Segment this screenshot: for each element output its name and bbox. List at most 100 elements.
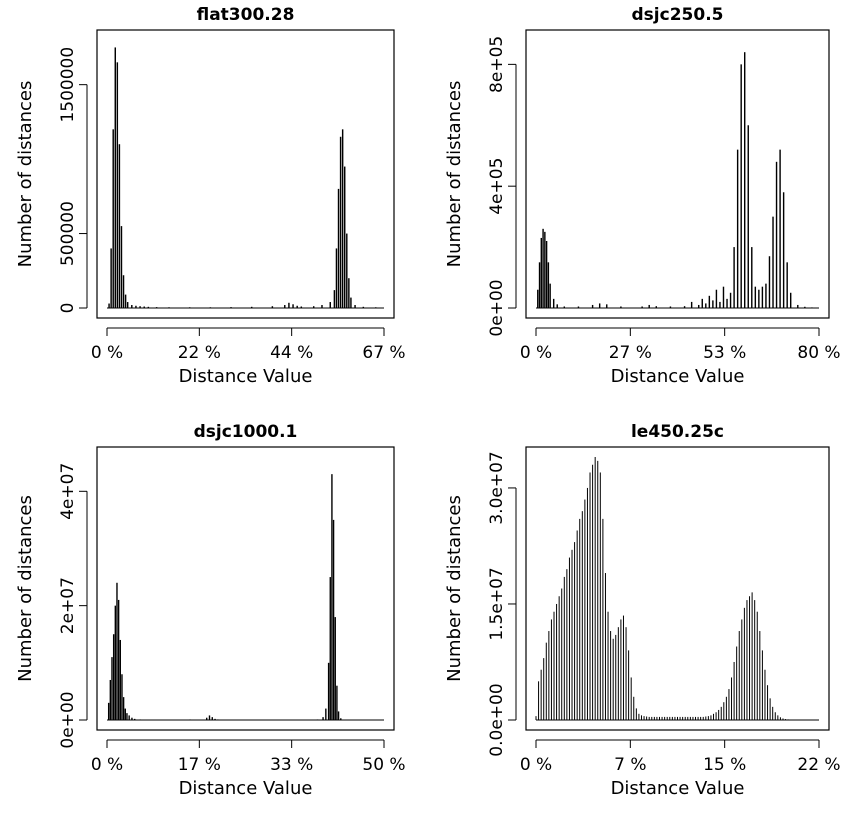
bar <box>109 679 112 720</box>
bar <box>558 596 560 720</box>
bar <box>540 669 542 720</box>
x-tick-label: 44 % <box>270 343 313 363</box>
bar <box>677 716 678 720</box>
bar <box>764 669 766 720</box>
bar <box>124 294 127 308</box>
bar <box>738 631 740 720</box>
x-tick-label: 53 % <box>703 343 746 363</box>
chart-title: dsjc1000.1 <box>194 422 298 442</box>
bar <box>540 237 543 308</box>
bar <box>350 297 352 308</box>
x-axis-label: Distance Value <box>179 366 313 387</box>
bar <box>579 518 581 720</box>
bar <box>702 716 704 720</box>
bar <box>155 307 158 308</box>
y-tick-label: 1500000 <box>58 47 78 123</box>
x-tick-label: 0 % <box>520 755 552 775</box>
bar <box>669 306 672 308</box>
x-tick-label: 33 % <box>270 755 313 775</box>
x-tick-label: 80 % <box>797 343 840 363</box>
bar <box>161 719 164 721</box>
bar <box>134 718 136 720</box>
bar <box>689 716 691 720</box>
bar <box>772 706 774 720</box>
bar <box>337 711 340 720</box>
bar <box>305 719 308 721</box>
bar <box>707 716 709 720</box>
bar <box>718 709 720 720</box>
bar <box>118 144 121 308</box>
y-tick-label: 3.0e+07 <box>487 451 507 524</box>
bar <box>538 681 540 720</box>
bar <box>339 136 342 308</box>
y-tick-label: 0 <box>58 303 78 314</box>
bar <box>695 716 697 720</box>
bar <box>122 697 125 720</box>
plot-frame <box>525 29 830 319</box>
bar <box>271 306 274 308</box>
bar <box>658 716 660 720</box>
bar <box>333 290 336 308</box>
bar <box>744 52 746 309</box>
bar <box>336 685 338 720</box>
bar <box>725 696 727 720</box>
bar <box>779 149 781 308</box>
bar <box>556 304 558 308</box>
bar <box>792 719 794 721</box>
bar <box>139 719 141 720</box>
bar <box>228 719 230 721</box>
bar <box>552 298 555 308</box>
bar <box>128 715 130 720</box>
bar <box>747 125 749 309</box>
bar <box>114 47 116 308</box>
bar <box>782 192 785 308</box>
chart-panel-3: dsjc1000.1 0 % 17 % 33 % 50 % Distance Value 0… <box>15 422 406 799</box>
bar <box>719 301 721 308</box>
bar <box>112 129 114 308</box>
bar <box>547 262 550 308</box>
bar <box>375 307 377 308</box>
bar <box>346 233 348 308</box>
bar <box>797 304 799 308</box>
bar <box>606 304 608 308</box>
bar <box>214 718 216 720</box>
bar <box>288 302 290 308</box>
bar <box>612 638 614 720</box>
bar <box>756 611 758 720</box>
plot-frame <box>525 446 830 731</box>
bar <box>692 716 694 720</box>
bar <box>120 226 123 308</box>
y-axis-label: Number of distances <box>15 81 36 268</box>
bar <box>209 307 212 308</box>
bar <box>538 262 541 308</box>
bar <box>289 719 291 721</box>
bar <box>584 499 586 720</box>
bar <box>362 306 365 308</box>
bar <box>805 719 807 721</box>
chart-panel-4: le450.25c 0 % 7 % 15 % 22 % Distance Value 0.0… <box>444 422 841 799</box>
bar <box>751 247 753 308</box>
bar <box>746 600 748 720</box>
x-tick-label: 0 % <box>91 755 123 775</box>
y-tick-label: 0.0e+00 <box>487 683 507 756</box>
bar <box>340 718 342 720</box>
bar <box>615 634 617 720</box>
bar <box>754 600 756 720</box>
bar <box>327 662 330 720</box>
bar <box>779 717 781 720</box>
bar <box>300 306 303 308</box>
bar <box>116 582 118 720</box>
x-tick-label: 27 % <box>609 343 652 363</box>
bar <box>646 716 648 720</box>
bar <box>733 247 735 308</box>
bar <box>563 576 565 720</box>
chart-title: flat300.28 <box>197 5 295 25</box>
bar <box>296 305 298 308</box>
bar <box>331 474 333 720</box>
x-axis-label: Distance Value <box>611 778 745 799</box>
bar <box>335 248 338 308</box>
bar <box>648 716 650 720</box>
bar <box>769 698 771 720</box>
bar <box>111 657 113 720</box>
bar <box>135 305 137 308</box>
